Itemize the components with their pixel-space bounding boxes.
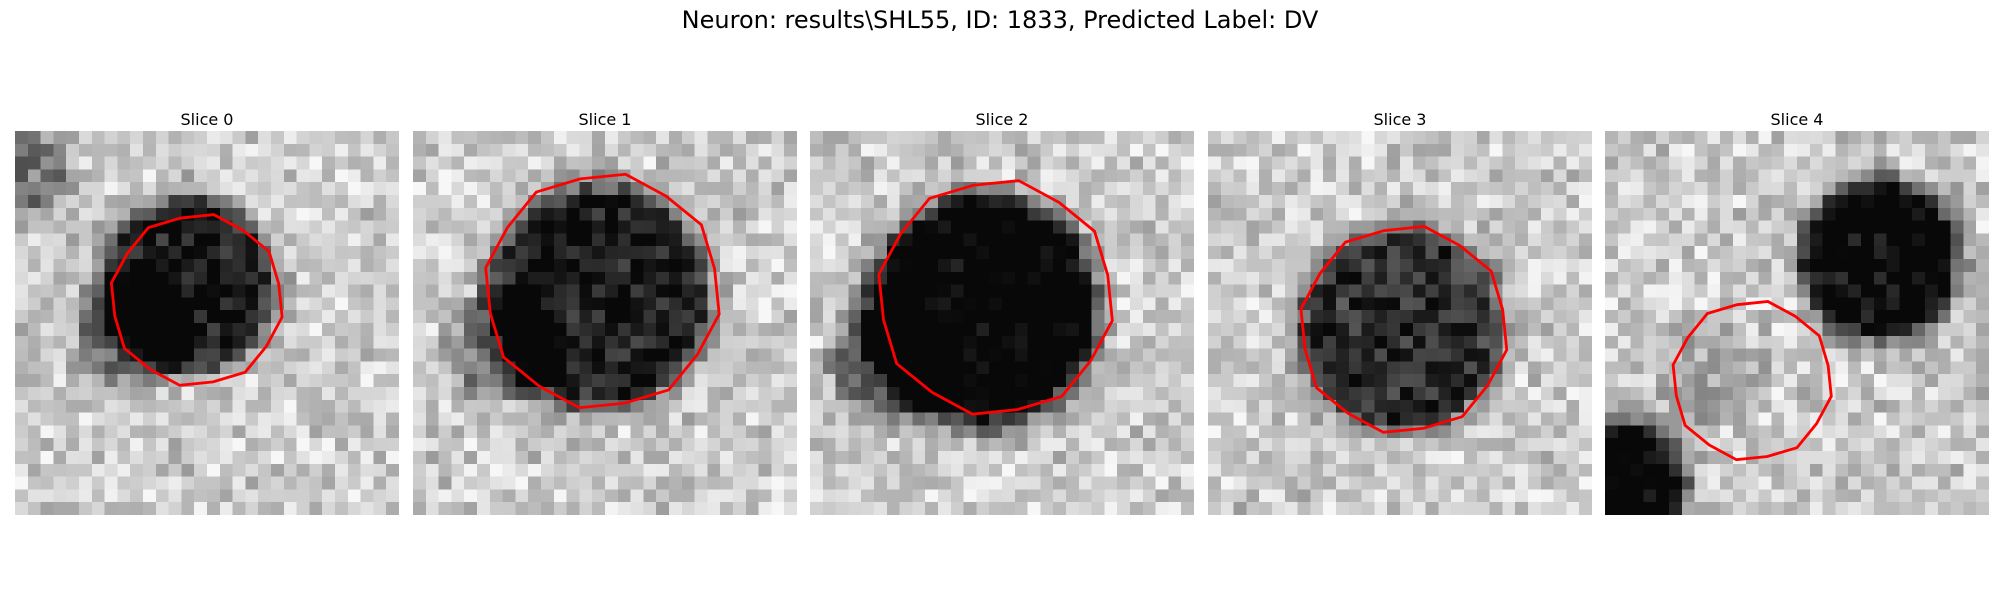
roi-contour [484,172,721,410]
slice-title: Slice 4 [1770,110,1824,129]
slice-image [810,131,1194,515]
slice-title: Slice 1 [578,110,632,129]
slice-image [15,131,399,515]
figure-title: Neuron: results\SHL55, ID: 1833, Predict… [681,6,1319,34]
slice-panel-4: Slice 4 [1605,109,1989,515]
slice-image [1605,131,1989,515]
roi-contour [109,213,284,387]
slice-image [413,131,797,515]
slice-panel-2: Slice 2 [810,109,1194,515]
slice-panel-3: Slice 3 [1208,109,1592,515]
slice-title: Slice 2 [975,110,1029,129]
roi-contour [1299,225,1509,434]
slice-panel-0: Slice 0 [15,109,399,515]
slice-image [1208,131,1592,515]
roi-contour [1671,300,1833,462]
slice-title: Slice 3 [1373,110,1427,129]
slice-title: Slice 0 [180,110,234,129]
roi-contour [877,179,1114,416]
slice-panel-1: Slice 1 [413,109,797,515]
